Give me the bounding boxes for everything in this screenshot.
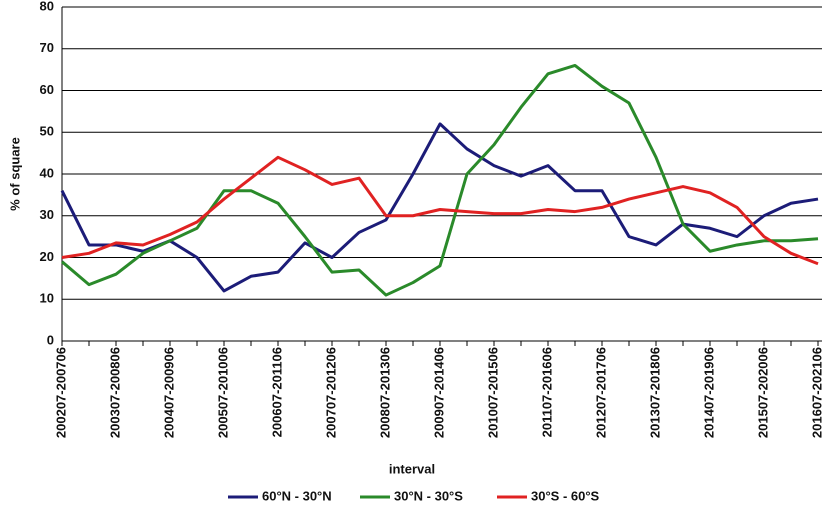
y-tick-label: 50 [40, 124, 54, 139]
x-tick-label: 201607-202106 [809, 347, 824, 438]
line-series [61, 63, 819, 297]
x-tick-label: 201107-201606 [539, 347, 554, 437]
legend-label: 30°S - 60°S [531, 488, 600, 503]
y-tick-label: 0 [47, 332, 54, 347]
y-tick-label: 40 [40, 165, 54, 180]
y-tick-label: 10 [40, 291, 54, 306]
y-axis-label: % of square [7, 137, 22, 211]
y-tick-label: 30 [40, 207, 54, 222]
y-tick-label: 60 [40, 82, 54, 97]
x-tick-label: 201507-202006 [755, 347, 770, 438]
x-tick-label: 200207-200706 [53, 347, 68, 438]
x-tick-label: 201207-201706 [593, 347, 608, 438]
x-tick-label: 200307-200806 [107, 347, 122, 438]
line-series [60, 122, 819, 293]
x-tick-label: 200807-201306 [377, 347, 392, 438]
legend-label: 30°N - 30°S [394, 488, 463, 503]
x-tick-label: 200407-200906 [161, 347, 176, 438]
x-tick-label: 201307-201806 [647, 347, 662, 438]
x-tick-label: 200507-201006 [215, 347, 230, 438]
x-axis-label: interval [389, 461, 435, 476]
y-tick-label: 80 [40, 0, 54, 13]
legend-label: 60°N - 30°N [262, 488, 332, 503]
line-series [61, 155, 819, 266]
x-tick-label: 201407-201906 [701, 347, 716, 438]
x-tick-label: 200907-201406 [431, 347, 446, 438]
y-tick-label: 20 [40, 249, 54, 264]
x-tick-label: 201007-201506 [485, 347, 500, 438]
y-tick-label: 70 [40, 40, 54, 55]
x-tick-label: 200707-201206 [323, 347, 338, 438]
x-tick-label: 200607-201106 [269, 347, 284, 437]
